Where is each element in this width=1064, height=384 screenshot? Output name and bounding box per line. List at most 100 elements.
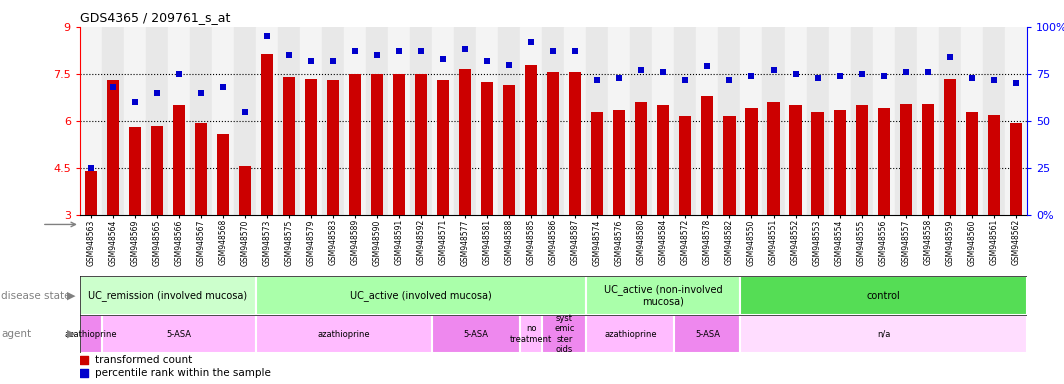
Bar xyxy=(944,79,955,215)
Bar xyxy=(80,315,102,353)
Bar xyxy=(234,27,256,215)
Bar xyxy=(855,105,867,215)
Bar xyxy=(784,27,807,215)
Point xyxy=(104,84,121,90)
Text: UC_remission (involved mucosa): UC_remission (involved mucosa) xyxy=(88,290,248,301)
Bar xyxy=(697,27,718,215)
Point xyxy=(193,90,210,96)
Bar xyxy=(371,74,383,215)
Bar xyxy=(168,27,189,215)
Text: transformed count: transformed count xyxy=(95,355,192,365)
Bar xyxy=(344,27,366,215)
Point xyxy=(588,76,605,83)
Bar xyxy=(701,96,714,215)
Point xyxy=(501,61,518,68)
Bar xyxy=(526,65,537,215)
Bar xyxy=(388,27,410,215)
Bar xyxy=(283,77,295,215)
Point xyxy=(522,39,539,45)
Point xyxy=(82,165,99,171)
Text: 5-ASA: 5-ASA xyxy=(464,329,488,339)
Point xyxy=(699,63,716,70)
Point xyxy=(654,69,671,75)
Bar xyxy=(239,166,251,215)
Point xyxy=(897,69,914,75)
Point xyxy=(919,69,936,75)
Point xyxy=(413,48,430,55)
Point xyxy=(831,73,848,79)
Bar xyxy=(675,27,697,215)
Bar xyxy=(741,315,1027,353)
Point xyxy=(236,109,253,115)
Bar xyxy=(789,105,801,215)
Bar xyxy=(807,27,829,215)
Text: UC_active (involved mucosa): UC_active (involved mucosa) xyxy=(350,290,492,301)
Bar xyxy=(938,27,961,215)
Bar xyxy=(261,53,273,215)
Point xyxy=(942,54,959,60)
Point xyxy=(545,48,562,55)
Bar xyxy=(217,134,229,215)
Point xyxy=(787,71,804,77)
Bar xyxy=(983,27,1004,215)
Bar xyxy=(503,85,515,215)
Bar xyxy=(987,115,1000,215)
Bar xyxy=(129,127,140,215)
Bar xyxy=(481,82,494,215)
Bar xyxy=(592,112,603,215)
Bar xyxy=(393,74,405,215)
Point xyxy=(963,74,980,81)
Bar xyxy=(520,27,543,215)
Point xyxy=(390,48,408,55)
Bar xyxy=(327,80,339,215)
Point xyxy=(611,74,628,81)
Bar xyxy=(724,116,735,215)
Point xyxy=(347,48,364,55)
Bar xyxy=(460,69,471,215)
Text: n/a: n/a xyxy=(877,329,891,339)
Text: disease state: disease state xyxy=(1,291,70,301)
Bar xyxy=(917,27,938,215)
Bar xyxy=(630,27,652,215)
Bar xyxy=(80,27,102,215)
Point xyxy=(215,84,232,90)
Point xyxy=(743,73,760,79)
Point xyxy=(148,90,165,96)
Point xyxy=(809,74,826,81)
Bar xyxy=(366,27,388,215)
Text: 5-ASA: 5-ASA xyxy=(166,329,192,339)
Bar xyxy=(151,126,163,215)
Bar xyxy=(586,27,609,215)
Bar xyxy=(763,27,784,215)
Bar xyxy=(586,276,741,315)
Point xyxy=(368,52,385,58)
Bar xyxy=(477,27,498,215)
Text: ▶: ▶ xyxy=(67,291,76,301)
Bar xyxy=(613,110,626,215)
Bar xyxy=(1010,122,1021,215)
Text: syst
emic
ster
oids: syst emic ster oids xyxy=(554,314,575,354)
Bar xyxy=(102,315,256,353)
Text: GDS4365 / 209761_s_at: GDS4365 / 209761_s_at xyxy=(80,11,230,24)
Bar xyxy=(410,27,432,215)
Text: control: control xyxy=(867,291,900,301)
Text: agent: agent xyxy=(1,329,31,339)
Bar xyxy=(437,80,449,215)
Point xyxy=(435,56,452,62)
Bar xyxy=(256,276,586,315)
Bar xyxy=(895,27,917,215)
Bar xyxy=(966,112,978,215)
Point xyxy=(74,370,92,376)
Bar xyxy=(812,112,824,215)
Point xyxy=(479,58,496,64)
Text: 5-ASA: 5-ASA xyxy=(695,329,720,339)
Bar xyxy=(833,110,846,215)
Bar xyxy=(921,104,934,215)
Bar xyxy=(212,27,234,215)
Bar xyxy=(520,315,543,353)
Point xyxy=(302,58,319,64)
Point xyxy=(633,67,650,73)
Point xyxy=(170,71,187,77)
Bar xyxy=(195,122,207,215)
Point xyxy=(721,76,738,83)
